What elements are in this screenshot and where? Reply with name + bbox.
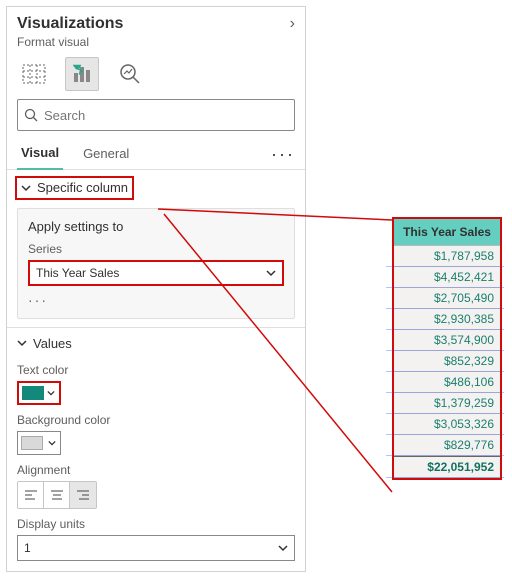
chevron-down-icon xyxy=(17,338,27,348)
table-row: $486,106 xyxy=(394,372,500,393)
alignment-group xyxy=(17,481,97,509)
analytics-icon[interactable] xyxy=(113,57,147,91)
tab-visual[interactable]: Visual xyxy=(17,139,63,170)
table-row: $1,379,259 xyxy=(394,393,500,414)
align-right-button[interactable] xyxy=(70,482,96,508)
table-row: $829,776 xyxy=(394,435,500,456)
panel-header: Visualizations › xyxy=(7,7,305,33)
collapse-panel-icon[interactable]: › xyxy=(290,15,295,33)
search-input[interactable] xyxy=(44,108,288,123)
chevron-down-icon xyxy=(21,183,31,193)
table-total: $22,051,952 xyxy=(394,456,500,478)
align-left-button[interactable] xyxy=(18,482,44,508)
build-visual-icon[interactable] xyxy=(17,57,51,91)
chevron-down-icon xyxy=(278,543,288,553)
specific-column-section-header[interactable]: Specific column xyxy=(15,176,134,200)
tab-general[interactable]: General xyxy=(79,140,133,169)
chevron-down-icon xyxy=(47,389,55,397)
preview-table: This Year Sales $1,787,958$4,452,421$2,7… xyxy=(392,217,502,480)
series-label: Series xyxy=(28,242,284,256)
chevron-down-icon xyxy=(266,268,276,278)
series-value: This Year Sales xyxy=(36,266,119,280)
chevron-down-icon xyxy=(48,439,56,447)
table-row: $1,787,958 xyxy=(394,246,500,267)
display-units-select[interactable]: 1 xyxy=(17,535,295,561)
tabs-row: Visual General ··· xyxy=(7,139,305,170)
mode-icons-row xyxy=(7,53,305,99)
bg-color-label: Background color xyxy=(17,413,295,427)
alignment-label: Alignment xyxy=(17,463,295,477)
panel-title: Visualizations xyxy=(17,15,123,33)
table-row: $3,574,900 xyxy=(394,330,500,351)
display-units-value: 1 xyxy=(24,541,31,555)
search-box[interactable] xyxy=(17,99,295,131)
table-row: $2,705,490 xyxy=(394,288,500,309)
apply-settings-card: Apply settings to Series This Year Sales… xyxy=(17,208,295,319)
panel-subtitle: Format visual xyxy=(7,33,305,53)
table-body: $1,787,958$4,452,421$2,705,490$2,930,385… xyxy=(394,246,500,478)
search-icon xyxy=(24,108,38,122)
tabs-more-icon[interactable]: ··· xyxy=(271,139,295,169)
display-units-label: Display units xyxy=(17,517,295,531)
bg-color-swatch xyxy=(21,436,43,450)
table-row: $852,329 xyxy=(394,351,500,372)
table-header: This Year Sales xyxy=(394,219,500,246)
align-center-button[interactable] xyxy=(44,482,70,508)
visualizations-panel: Visualizations › Format visual xyxy=(6,6,306,572)
text-color-label: Text color xyxy=(17,363,295,377)
values-section-header[interactable]: Values xyxy=(7,328,305,359)
format-visual-icon[interactable] xyxy=(65,57,99,91)
text-color-picker[interactable] xyxy=(17,381,61,405)
table-row: $3,053,326 xyxy=(394,414,500,435)
values-section: Values Text color Background color Align… xyxy=(7,327,305,571)
apply-settings-more-icon[interactable]: ··· xyxy=(28,292,284,308)
table-row: $4,452,421 xyxy=(394,267,500,288)
apply-settings-title: Apply settings to xyxy=(28,219,284,234)
table-row: $2,930,385 xyxy=(394,309,500,330)
specific-column-label: Specific column xyxy=(37,180,128,195)
bg-color-picker[interactable] xyxy=(17,431,61,455)
series-select[interactable]: This Year Sales xyxy=(28,260,284,286)
values-title: Values xyxy=(33,336,72,351)
text-color-swatch xyxy=(22,386,44,400)
